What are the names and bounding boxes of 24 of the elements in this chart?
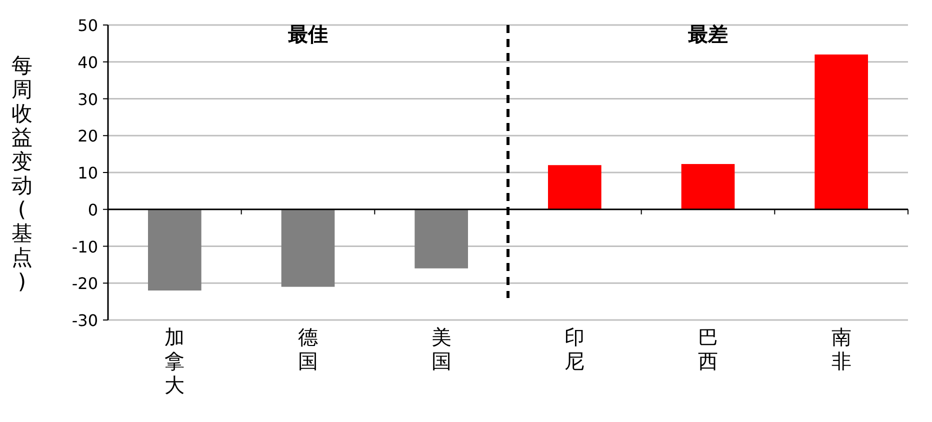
- x-tick-label: 巴西: [698, 325, 718, 373]
- y-tick-label: -30: [72, 311, 98, 330]
- bar: [681, 164, 735, 210]
- y-tick-label: 30: [78, 90, 98, 109]
- bar: [281, 209, 335, 287]
- bar: [414, 209, 468, 268]
- y-tick-label: -20: [72, 274, 98, 294]
- y-tick-label: -10: [72, 237, 98, 256]
- annotation: 最差: [687, 22, 728, 46]
- y-tick-label: 10: [78, 164, 98, 182]
- bar: [148, 209, 202, 290]
- annotation: 最佳: [287, 22, 328, 46]
- bar: [548, 165, 602, 210]
- x-tick-label: 南非: [831, 325, 852, 373]
- text: 每周收益变动(基点): [12, 54, 32, 294]
- y-tick-label: 0: [88, 200, 98, 220]
- y-tick-label: 40: [78, 52, 98, 72]
- bar: [814, 54, 868, 210]
- x-tick-label: 美国: [431, 325, 452, 373]
- x-tick-label: 印尼: [564, 325, 585, 373]
- x-tick-label: 德国: [298, 325, 318, 373]
- x-tick-label: 加拿大: [164, 325, 185, 397]
- y-tick-label: 20: [78, 126, 98, 146]
- y-tick-label: 50: [78, 16, 98, 35]
